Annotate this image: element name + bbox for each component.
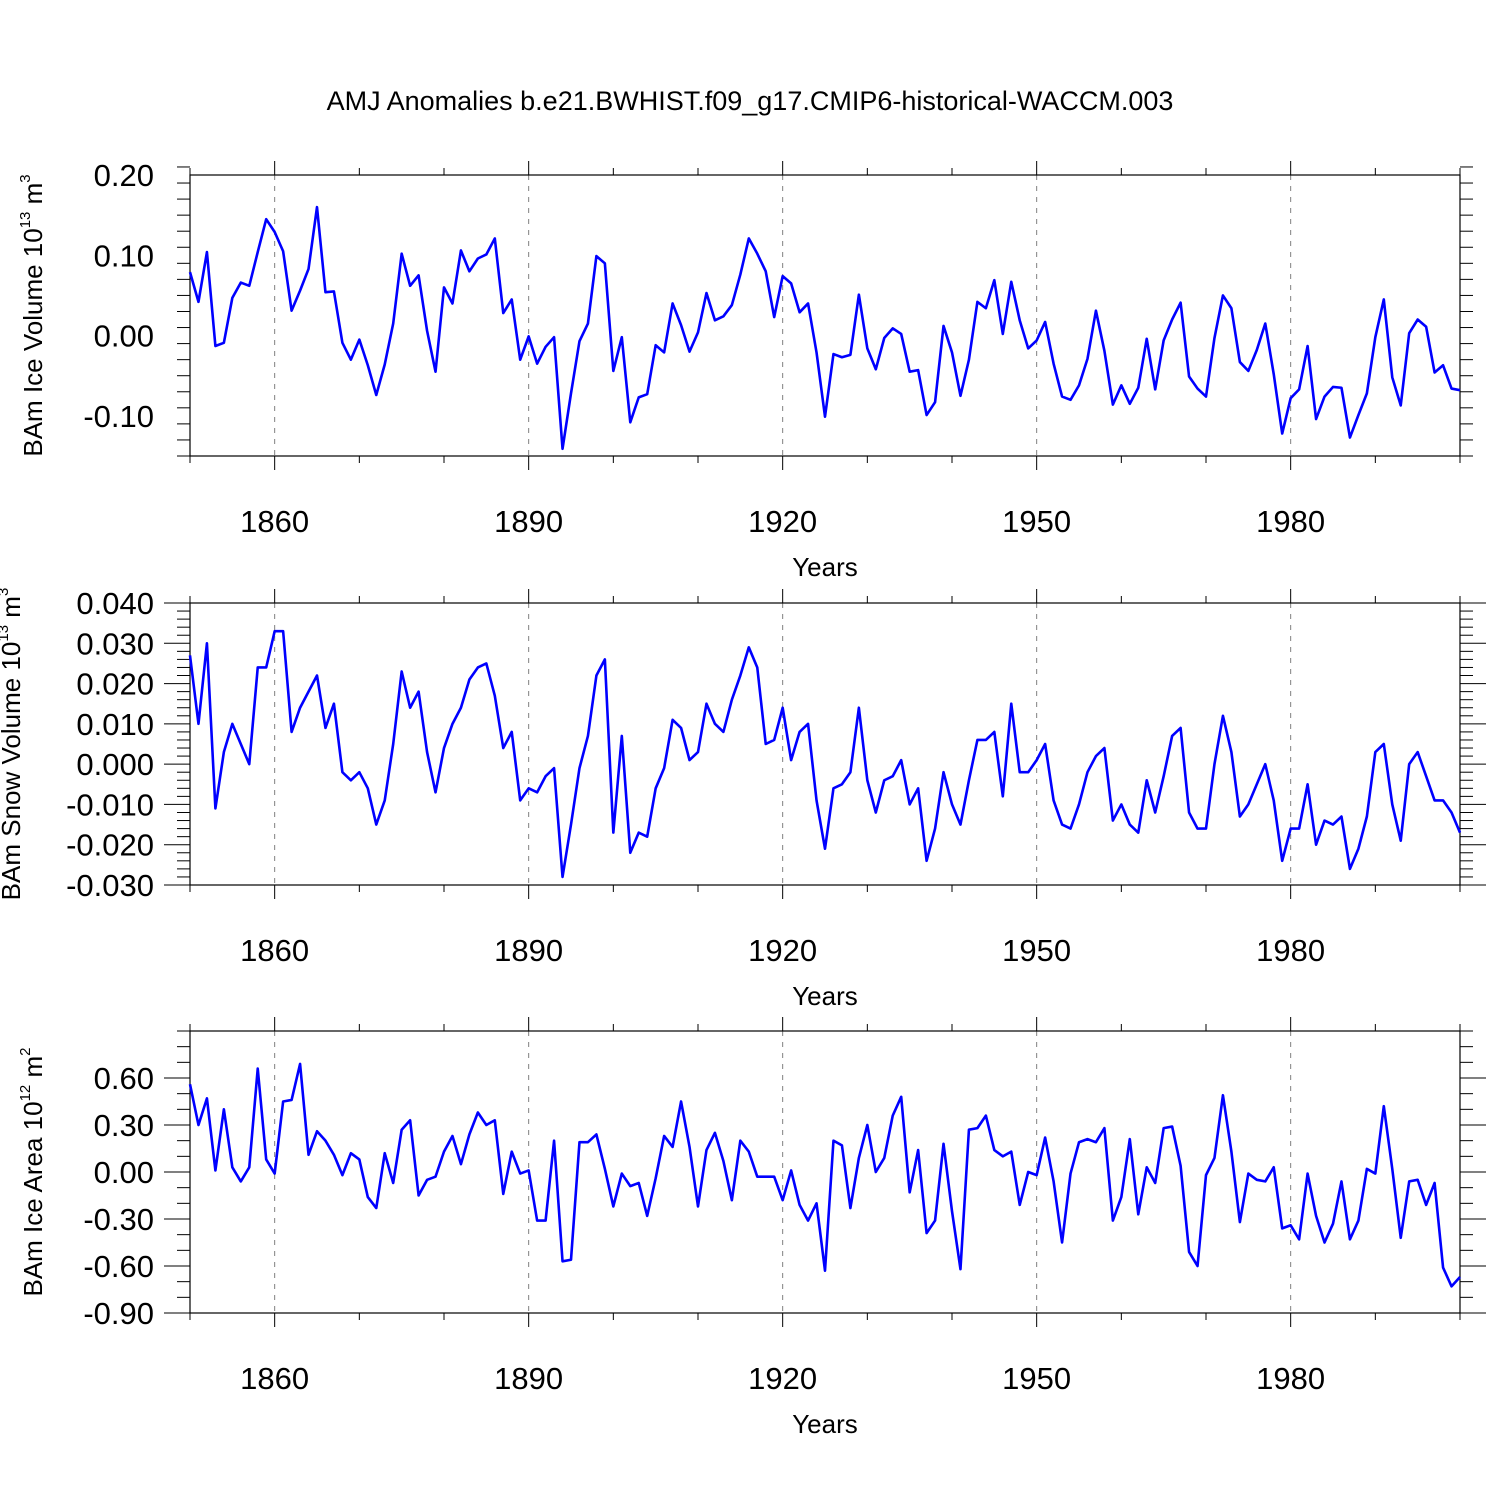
y-tick-label: 0.30 (94, 1108, 154, 1143)
x-tick-label: 1980 (1256, 504, 1325, 539)
x-tick-label: 1980 (1256, 1361, 1325, 1396)
y-axis-label: BAm Ice Volume 1013 m3 (17, 174, 48, 456)
x-tick-label: 1950 (1002, 1361, 1071, 1396)
y-tick-label: -0.010 (66, 787, 154, 822)
y-tick-label: -0.90 (83, 1296, 154, 1331)
x-axis-label: Years (792, 552, 858, 582)
y-tick-label: 0.00 (94, 319, 154, 354)
series-line (188, 1062, 1461, 1288)
x-axis-label: Years (792, 981, 858, 1011)
y-tick-label: -0.030 (66, 868, 154, 903)
x-tick-label: 1890 (494, 504, 563, 539)
y-tick-label: -0.10 (83, 399, 154, 434)
y-tick-label: 0.040 (76, 586, 154, 621)
y-tick-label: 0.10 (94, 238, 154, 273)
y-tick-label: 0.000 (76, 747, 154, 782)
x-tick-label: 1860 (240, 1361, 309, 1396)
x-tick-label: 1860 (240, 504, 309, 539)
x-tick-label: 1920 (748, 1361, 817, 1396)
y-axis-label: BAm Snow Volume 1013 m3 (0, 588, 26, 901)
y-tick-label: -0.30 (83, 1202, 154, 1237)
y-tick-label: 0.010 (76, 707, 154, 742)
y-tick-label: -0.60 (83, 1249, 154, 1284)
x-tick-label: 1890 (494, 1361, 563, 1396)
x-tick-label: 1860 (240, 933, 309, 968)
x-tick-label: 1950 (1002, 933, 1071, 968)
x-tick-label: 1890 (494, 933, 563, 968)
x-tick-label: 1950 (1002, 504, 1071, 539)
plot-frame (189, 602, 1461, 886)
x-tick-label: 1980 (1256, 933, 1325, 968)
y-tick-label: 0.20 (94, 158, 154, 193)
y-tick-label: 0.00 (94, 1155, 154, 1190)
panel-ice-volume: -0.10 0.00 0.10 0.20 1860 1890 1920 1950 1980 Yea… (17, 158, 1473, 582)
x-tick-label: 1920 (748, 933, 817, 968)
panel-ice-area: -0.90 -0.60 -0.30 0.00 0.30 0.60 1860 1890 1920 1… (17, 1017, 1486, 1439)
y-tick-label: 0.60 (94, 1061, 154, 1096)
x-tick-label: 1920 (748, 504, 817, 539)
panel-snow-volume: -0.030 -0.020 -0.010 0.000 0.010 0.020 0.030 0.… (0, 586, 1486, 1011)
x-axis-label: Years (792, 1409, 858, 1439)
y-tick-label: 0.020 (76, 667, 154, 702)
y-tick-label: -0.020 (66, 828, 154, 863)
series-line (188, 205, 1461, 451)
y-tick-label: 0.030 (76, 626, 154, 661)
plot-frame (189, 174, 1461, 457)
figure-title: AMJ Anomalies b.e21.BWHIST.f09_g17.CMIP6… (327, 86, 1174, 116)
series-line (188, 629, 1462, 879)
y-axis-label: BAm Ice Area 1012 m2 (17, 1047, 48, 1296)
